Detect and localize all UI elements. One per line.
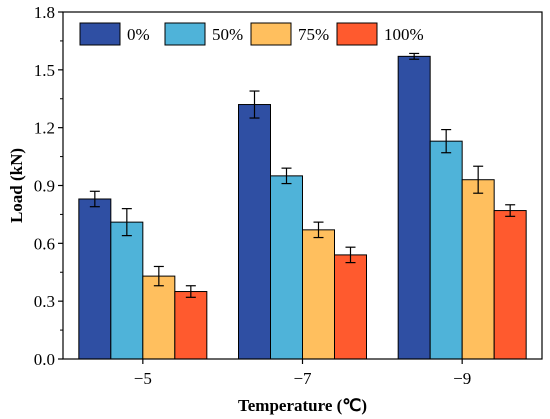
y-tick-label-6: 1.8 <box>34 3 55 22</box>
bar-1-0 <box>110 221 144 360</box>
error-bar-1-0 <box>121 208 132 237</box>
error-bar-1-1 <box>281 167 292 185</box>
bar-3-1 <box>334 254 367 360</box>
y-tick-label-0: 0.0 <box>34 350 55 369</box>
error-bar-3-0 <box>185 285 196 298</box>
y-tick-label-4: 1.2 <box>34 119 55 138</box>
legend-label-2: 75% <box>298 25 329 44</box>
legend-swatch-2 <box>250 22 292 46</box>
bar-0-0 <box>78 198 112 360</box>
error-bar-0-2 <box>409 52 420 60</box>
legend-item-2: 75% <box>250 22 329 46</box>
bar-1-1 <box>270 175 303 360</box>
x-axis: −5 −7 −9 <box>134 359 471 388</box>
error-bar-2-1 <box>313 221 324 239</box>
bar-0-1 <box>238 104 271 360</box>
error-bar-3-1 <box>345 246 356 264</box>
y-axis: 0.0 0.3 0.6 0.9 1.2 1.5 1.8 <box>34 3 63 369</box>
legend-swatch-1 <box>164 22 206 46</box>
legend-label-0: 0% <box>127 25 150 44</box>
y-tick-label-1: 0.3 <box>34 292 55 311</box>
legend-item-3: 100% <box>336 22 424 46</box>
legend-item-0: 0% <box>79 22 150 46</box>
error-bar-3-2 <box>505 204 516 217</box>
x-tick-label-0: −5 <box>134 369 152 388</box>
y-tick-label-2: 0.6 <box>34 234 55 253</box>
y-tick-label-5: 1.5 <box>34 61 55 80</box>
bar-2-2 <box>461 179 495 360</box>
bar-0-2 <box>397 55 431 360</box>
x-tick-label-2: −9 <box>453 369 471 388</box>
error-bar-0-0 <box>89 190 100 208</box>
bar-3-0 <box>174 291 208 360</box>
y-tick-label-3: 0.9 <box>34 177 55 196</box>
error-bar-2-0 <box>153 265 164 287</box>
bars-group <box>78 55 527 360</box>
bar-2-0 <box>142 275 176 360</box>
legend-item-1: 50% <box>164 22 243 46</box>
bar-2-1 <box>302 229 335 360</box>
y-axis-title: Load (kN) <box>7 148 26 223</box>
legend: 0% 50% 75% 100% <box>79 22 424 46</box>
legend-swatch-3 <box>336 22 378 46</box>
x-tick-label-1: −7 <box>293 369 312 388</box>
x-axis-title: Temperature (℃) <box>238 396 367 415</box>
error-bars-group <box>89 52 516 298</box>
bar-3-2 <box>493 210 527 360</box>
bar-1-2 <box>429 140 463 360</box>
error-bar-1-2 <box>441 128 452 154</box>
legend-label-1: 50% <box>212 25 243 44</box>
legend-swatch-0 <box>79 22 121 46</box>
error-bar-0-1 <box>249 90 260 119</box>
legend-label-3: 100% <box>384 25 424 44</box>
error-bar-2-2 <box>473 165 484 194</box>
